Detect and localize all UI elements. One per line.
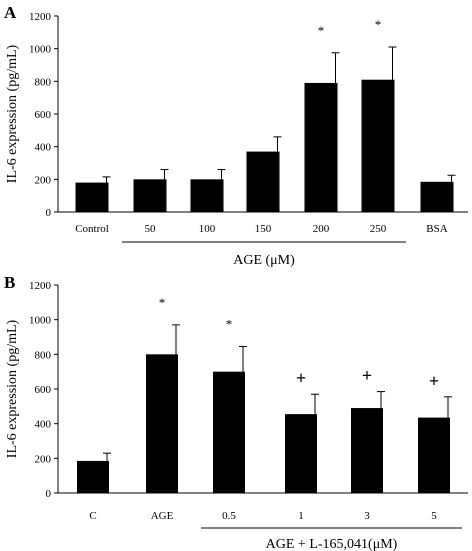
panel-label: B xyxy=(4,273,15,292)
x-tick-label: C xyxy=(89,510,96,522)
significance-plus: + xyxy=(429,371,439,391)
bar xyxy=(420,181,454,212)
y-tick-label: 1000 xyxy=(29,44,52,56)
x-tick-label: 250 xyxy=(370,223,387,235)
bar xyxy=(77,460,109,493)
x-tick-label: BSA xyxy=(426,223,447,235)
group-label: AGE + L-165,041(μM) xyxy=(266,537,398,551)
x-tick-label: 3 xyxy=(364,510,370,522)
y-tick-label: 600 xyxy=(35,384,52,396)
bar xyxy=(246,151,280,212)
x-tick-label: 150 xyxy=(255,223,272,235)
y-tick-label: 600 xyxy=(35,109,52,121)
y-tick-label: 400 xyxy=(35,142,52,154)
bar xyxy=(213,371,245,493)
bar xyxy=(361,79,395,212)
y-axis-label: IL-6 expression (pg/mL) xyxy=(5,319,20,458)
bar xyxy=(285,414,317,493)
y-tick-label: 1000 xyxy=(29,315,52,327)
x-tick-label: 200 xyxy=(313,223,330,235)
panel-label: A xyxy=(4,3,17,22)
x-tick-label: 5 xyxy=(431,510,437,522)
y-tick-label: 800 xyxy=(35,349,52,361)
x-tick-label: 100 xyxy=(199,223,216,235)
y-tick-label: 800 xyxy=(35,76,52,88)
bar xyxy=(146,354,178,493)
significance-star: * xyxy=(226,317,233,332)
y-tick-label: 1200 xyxy=(29,11,52,23)
bar xyxy=(351,408,383,493)
x-tick-label: Control xyxy=(75,223,109,235)
bar xyxy=(190,179,224,212)
y-tick-label: 0 xyxy=(46,207,52,219)
significance-star: * xyxy=(318,23,325,38)
y-tick-label: 400 xyxy=(35,419,52,431)
x-tick-label: AGE xyxy=(151,510,174,522)
x-tick-label: 0.5 xyxy=(222,510,236,522)
bar xyxy=(75,182,109,212)
y-tick-label: 0 xyxy=(46,488,52,500)
significance-star: * xyxy=(159,295,166,310)
significance-star: * xyxy=(375,17,382,32)
y-tick-label: 1200 xyxy=(29,280,52,292)
significance-plus: + xyxy=(362,366,372,386)
y-tick-label: 200 xyxy=(35,174,52,186)
significance-plus: + xyxy=(296,368,306,388)
y-axis-label: IL-6 expression (pg/mL) xyxy=(5,44,20,183)
x-tick-label: 50 xyxy=(145,223,157,235)
bar xyxy=(133,179,167,212)
y-tick-label: 200 xyxy=(35,453,52,465)
bar xyxy=(418,417,450,493)
group-label: AGE (μM) xyxy=(233,253,295,268)
bar xyxy=(304,82,338,212)
x-tick-label: 1 xyxy=(298,510,304,522)
